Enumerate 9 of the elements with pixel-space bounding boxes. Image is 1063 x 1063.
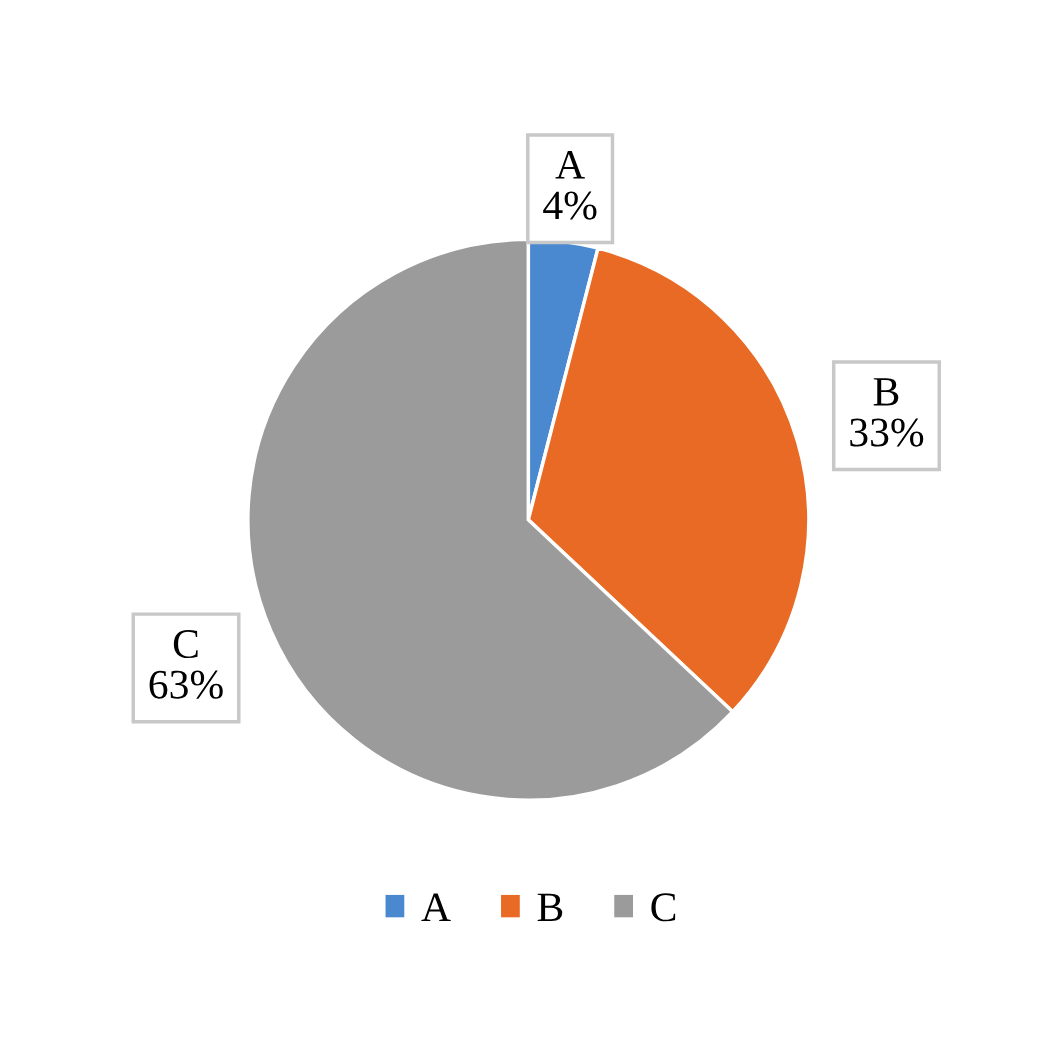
data-label: 33% <box>850 418 924 447</box>
data-label: 4% <box>543 191 597 220</box>
legend-label: C <box>651 893 676 922</box>
legend-label: A <box>421 893 451 921</box>
slice-label: A <box>555 150 585 179</box>
data-label: 63% <box>149 670 223 699</box>
slice-label: B <box>873 378 899 406</box>
legend-label: B <box>537 893 563 922</box>
slice-label: C <box>173 630 198 659</box>
